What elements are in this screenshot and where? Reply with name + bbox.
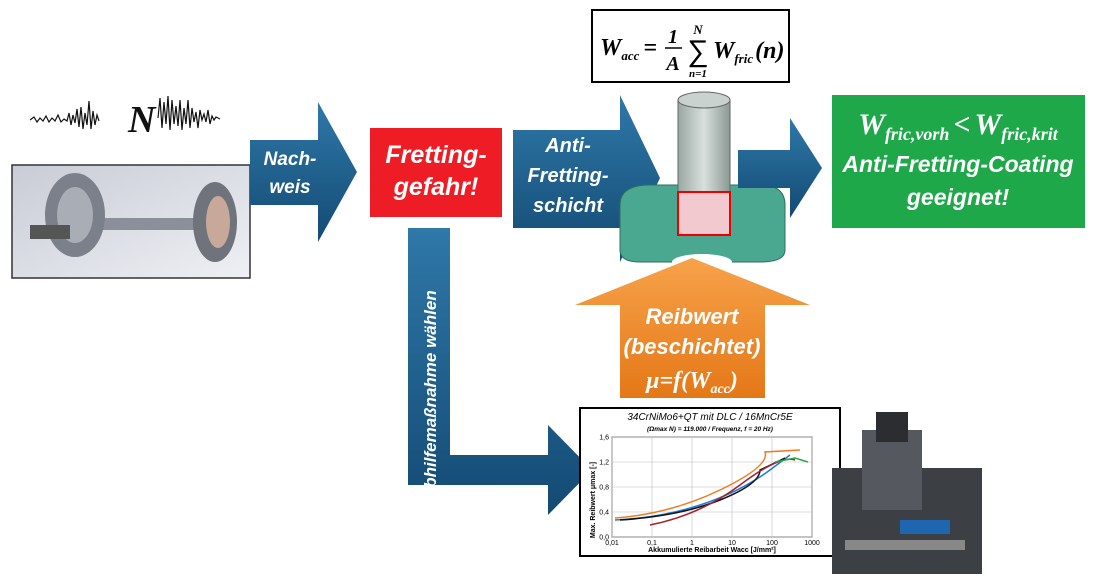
formula-part: ) [728,368,738,394]
formula-part: fric,krit [1001,124,1058,144]
test-chart-y-tick: 0,8 [599,485,609,492]
test-chart-y-tick: 0,4 [599,510,609,517]
test-chart-subtitle: (Ωmax N) = 119.000 / Frequenz, f = 20 Hz… [647,426,773,433]
test-chart-x-label: Akkumulierte Reibarbeit Wacc [J/mm²] [648,547,776,554]
test-chart-y-tick: 1,6 [599,435,609,442]
danger-label: Fretting- [385,141,486,169]
signal-label: N [127,99,157,141]
formula-part: W [713,38,736,64]
formula-part: W [858,108,887,141]
test-rig-photo [832,412,982,574]
formula-part: n=1 [689,68,707,80]
formula-part: 1 [668,26,678,48]
test-chart-x-tick: 1000 [804,540,820,547]
arrow-remedy-label: Abhilfemaßnahme wählen [421,290,440,501]
arrow-nachweis-label: weis [269,177,310,198]
result-label: Anti-Fretting-Coating [841,151,1073,177]
danger-label: gefahr! [393,173,479,201]
formula-part: A [664,53,679,75]
formula-part: acc [621,48,639,63]
formula-part: W [975,108,1004,141]
signal-wave [30,101,99,129]
formula-part: acc [710,382,730,397]
formula-part: < [953,108,970,141]
test-chart-y-tick: 1,2 [599,460,609,467]
arrow-nachweis-label: Nach- [264,149,317,170]
result-label: geeignet! [906,184,1010,210]
formula-part: fric [734,51,753,66]
arrow-nachweis [250,102,357,242]
test-chart-x-tick: 10 [728,540,736,547]
formula-part: W [600,35,623,61]
formula-part: μ=f(W [644,368,712,394]
arrow-friction-label: Reibwert [646,304,741,329]
test-chart-title: 34CrNiMo6+QT mit DLC / 16MnCr5E [627,412,793,423]
arrow-coating-label: schicht [533,195,604,217]
test-chart-x-tick: 0,01 [605,540,619,547]
sum-sign: ∑ [687,35,708,68]
test-chart-x-tick: 1 [690,540,694,547]
test-chart-x-tick: 0,1 [647,540,657,547]
formula-part: = [643,35,657,61]
signal-wave [158,96,220,130]
diagram: N Nach-weis Fretting-gefahr! Anti-Fretti… [0,0,1093,574]
test-chart-x-tick: 100 [766,540,778,547]
arrow-coating-label: Anti- [544,135,591,157]
formula-part: fric,vorh [885,124,950,144]
test-chart-y-label: Max. Reibwert μmax [-] [590,462,597,538]
arrow-friction-label: (beschichtet) [624,334,761,359]
formula-part: (n) [755,38,784,64]
arrow-coating-label: Fretting- [527,165,608,187]
